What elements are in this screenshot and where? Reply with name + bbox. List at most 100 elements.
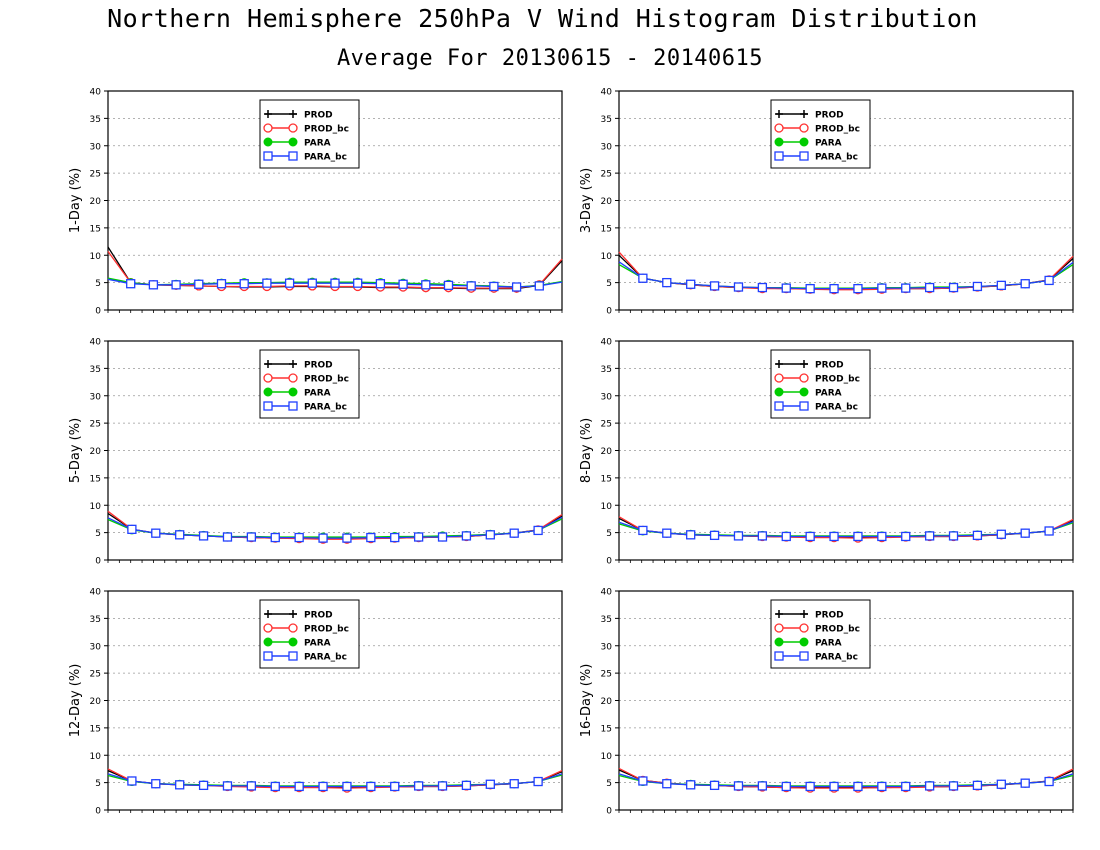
data-point [781,283,791,293]
plot-frame [107,90,563,311]
legend-label: PROD_bc [304,625,349,635]
data-point [366,781,376,792]
y-tick-label: 20 [90,697,102,707]
legend-label: PARA [815,389,842,399]
data-point [534,281,544,291]
y-tick-label: 25 [601,420,612,430]
y-tick-label: 15 [90,224,101,234]
y-axis-label: 5-Day (%) [68,418,83,483]
legend-label: PARA [815,639,842,649]
data-point [757,781,768,791]
legend-marker [288,387,298,397]
y-tick-label: 40 [601,88,613,98]
data-point [262,278,272,288]
data-point [733,531,744,541]
legend-label: PARA_bc [815,403,858,413]
legend-marker [288,137,298,147]
data-point [375,279,386,289]
data-point [127,776,137,786]
data-point [171,280,181,290]
legend-label: PARA_bc [815,153,858,163]
data-point [413,532,424,542]
legend-marker [774,137,784,147]
legend-label: PROD [304,111,333,121]
data-point [366,532,376,543]
data-point [709,281,720,291]
data-point [398,279,408,289]
legend-marker [263,373,273,383]
y-tick-label: 0 [95,807,101,817]
legend-marker [288,623,298,633]
y-tick-label: 10 [90,752,102,762]
data-point [216,279,227,289]
y-tick-label: 30 [90,392,102,402]
legend-marker [774,151,784,161]
y-tick-label: 20 [601,447,613,457]
legend-marker [263,637,273,647]
series-para-bc [618,773,1074,792]
legend-marker [799,373,809,383]
data-point [709,530,720,541]
data-point [1044,275,1054,286]
data-point [151,779,161,789]
data-point [805,531,815,542]
data-point [662,779,672,789]
data-point [1044,526,1054,536]
data-point [148,280,159,290]
data-point [805,781,815,792]
y-tick-label: 20 [90,197,102,207]
y-tick-label: 30 [90,642,102,652]
legend: PROD PROD_bc PARA PARA_bc [259,349,360,419]
data-point [270,532,280,543]
data-point [509,779,519,789]
data-point [638,273,648,283]
panel-4: 0 5 10 15 20 25 30 35 40 8-Day (%) PROD PROD_bc PARA… [579,338,1074,567]
panel-5: 0 5 10 15 20 25 30 35 40 12-Day (%) PROD PROD_bc PAR… [68,588,563,817]
y-tick-label: 35 [601,365,612,375]
data-point [853,781,863,792]
y-tick-label: 35 [601,115,612,125]
data-point [948,282,959,293]
y-tick-label: 5 [95,529,101,539]
y-axis-label: 3-Day (%) [579,168,594,233]
y-tick-label: 35 [601,615,612,625]
data-point [239,279,249,289]
data-point [461,531,472,541]
legend-marker [799,123,809,133]
y-tick-label: 20 [601,697,613,707]
data-point [246,532,257,542]
y-tick-label: 25 [90,420,101,430]
legend-label: PROD [815,361,844,371]
y-tick-label: 0 [95,307,101,317]
data-point [1020,778,1030,788]
data-point [466,281,476,291]
data-point [443,280,454,291]
data-point [413,781,424,791]
legend-label: PROD [304,611,333,621]
y-tick-label: 20 [601,197,613,207]
data-point [151,528,161,538]
data-point [126,279,136,289]
legend-label: PROD_bc [815,625,860,635]
panel-1: 0 5 10 15 20 25 30 35 40 1-Day (%) PROD PROD_bc PARA… [68,88,563,317]
data-point [853,531,863,542]
data-point [805,283,815,294]
legend-marker [263,651,273,661]
data-point [686,780,696,790]
legend-marker [799,651,809,661]
legend-marker [288,637,298,647]
data-point [284,278,295,288]
data-point [686,279,696,289]
data-point [485,530,495,540]
y-tick-label: 5 [606,779,612,789]
y-tick-label: 35 [90,365,101,375]
data-point [757,531,768,541]
legend-label: PARA_bc [304,403,347,413]
legend-marker [774,637,784,647]
legend-marker [263,387,273,397]
y-axis-label: 12-Day (%) [68,664,83,738]
legend-marker [799,637,809,647]
data-point [1020,279,1030,289]
y-axis-label: 8-Day (%) [579,418,594,483]
